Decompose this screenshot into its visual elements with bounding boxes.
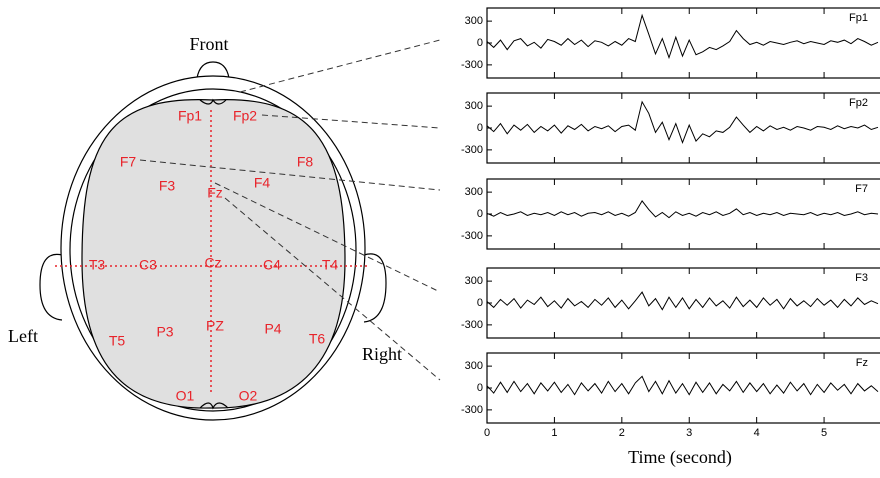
electrode-label: C4 <box>263 257 281 273</box>
x-tick-label: 3 <box>686 427 692 439</box>
y-tick-label: 0 <box>477 297 483 309</box>
y-tick-label: 0 <box>477 37 483 49</box>
electrode-label: T5 <box>109 333 126 349</box>
electrode-label: F4 <box>254 175 271 191</box>
left-label: Left <box>8 326 38 346</box>
electrode-label: T3 <box>89 257 106 273</box>
eeg-trace <box>487 102 878 143</box>
eeg-trace <box>487 376 878 394</box>
eeg-trace <box>487 15 878 57</box>
front-label: Front <box>189 34 228 54</box>
y-tick-label: -300 <box>461 230 483 242</box>
electrode-label: Fp2 <box>233 108 257 124</box>
y-tick-label: 300 <box>465 100 483 112</box>
y-tick-label: 300 <box>465 15 483 27</box>
x-tick-label: 1 <box>551 427 557 439</box>
y-tick-label: 0 <box>477 122 483 134</box>
y-tick-label: -300 <box>461 319 483 331</box>
panel-frame <box>487 353 880 423</box>
electrode-label: Fz <box>207 185 223 201</box>
channel-label: Fz <box>856 357 868 369</box>
electrode-label: C3 <box>139 257 157 273</box>
electrode-label: F7 <box>120 154 137 170</box>
x-tick-label: 2 <box>619 427 625 439</box>
eeg-figure: Front Left Right Fp1 Fp2 F7 F8 F3 Fz F4 T3 C3 Cz C… <box>0 0 880 473</box>
channel-label: F3 <box>855 272 868 284</box>
electrode-label: O1 <box>176 388 195 404</box>
y-tick-label: 0 <box>477 382 483 394</box>
eeg-trace <box>487 292 878 310</box>
electrode-label: P3 <box>156 324 173 340</box>
x-tick-label: 0 <box>484 427 490 439</box>
electrode-label: F3 <box>159 178 176 194</box>
y-tick-label: 300 <box>465 275 483 287</box>
electrode-label: Cz <box>204 255 221 271</box>
electrode-label: F8 <box>297 154 314 170</box>
channel-label: F7 <box>855 183 868 195</box>
electrode-label: T4 <box>322 257 339 273</box>
channel-label: Fp2 <box>849 97 868 109</box>
electrode-label: T6 <box>309 331 326 347</box>
y-tick-label: -300 <box>461 404 483 416</box>
electrode-label: Fp1 <box>178 108 202 124</box>
channel-label: Fp1 <box>849 12 868 24</box>
y-tick-label: 300 <box>465 186 483 198</box>
electrode-label: P4 <box>264 321 281 337</box>
y-tick-label: -300 <box>461 144 483 156</box>
x-axis-label: Time (second) <box>628 447 732 468</box>
y-tick-label: 0 <box>477 208 483 220</box>
eeg-trace <box>487 201 878 218</box>
electrode-label: PZ <box>206 318 224 334</box>
panel-frame <box>487 93 880 163</box>
electrode-label: O2 <box>239 388 258 404</box>
x-tick-label: 4 <box>754 427 760 439</box>
y-tick-label: -300 <box>461 59 483 71</box>
x-tick-label: 5 <box>821 427 827 439</box>
right-label: Right <box>362 344 402 364</box>
panel-frame <box>487 268 880 338</box>
y-tick-label: 300 <box>465 360 483 372</box>
panel-frame <box>487 8 880 78</box>
